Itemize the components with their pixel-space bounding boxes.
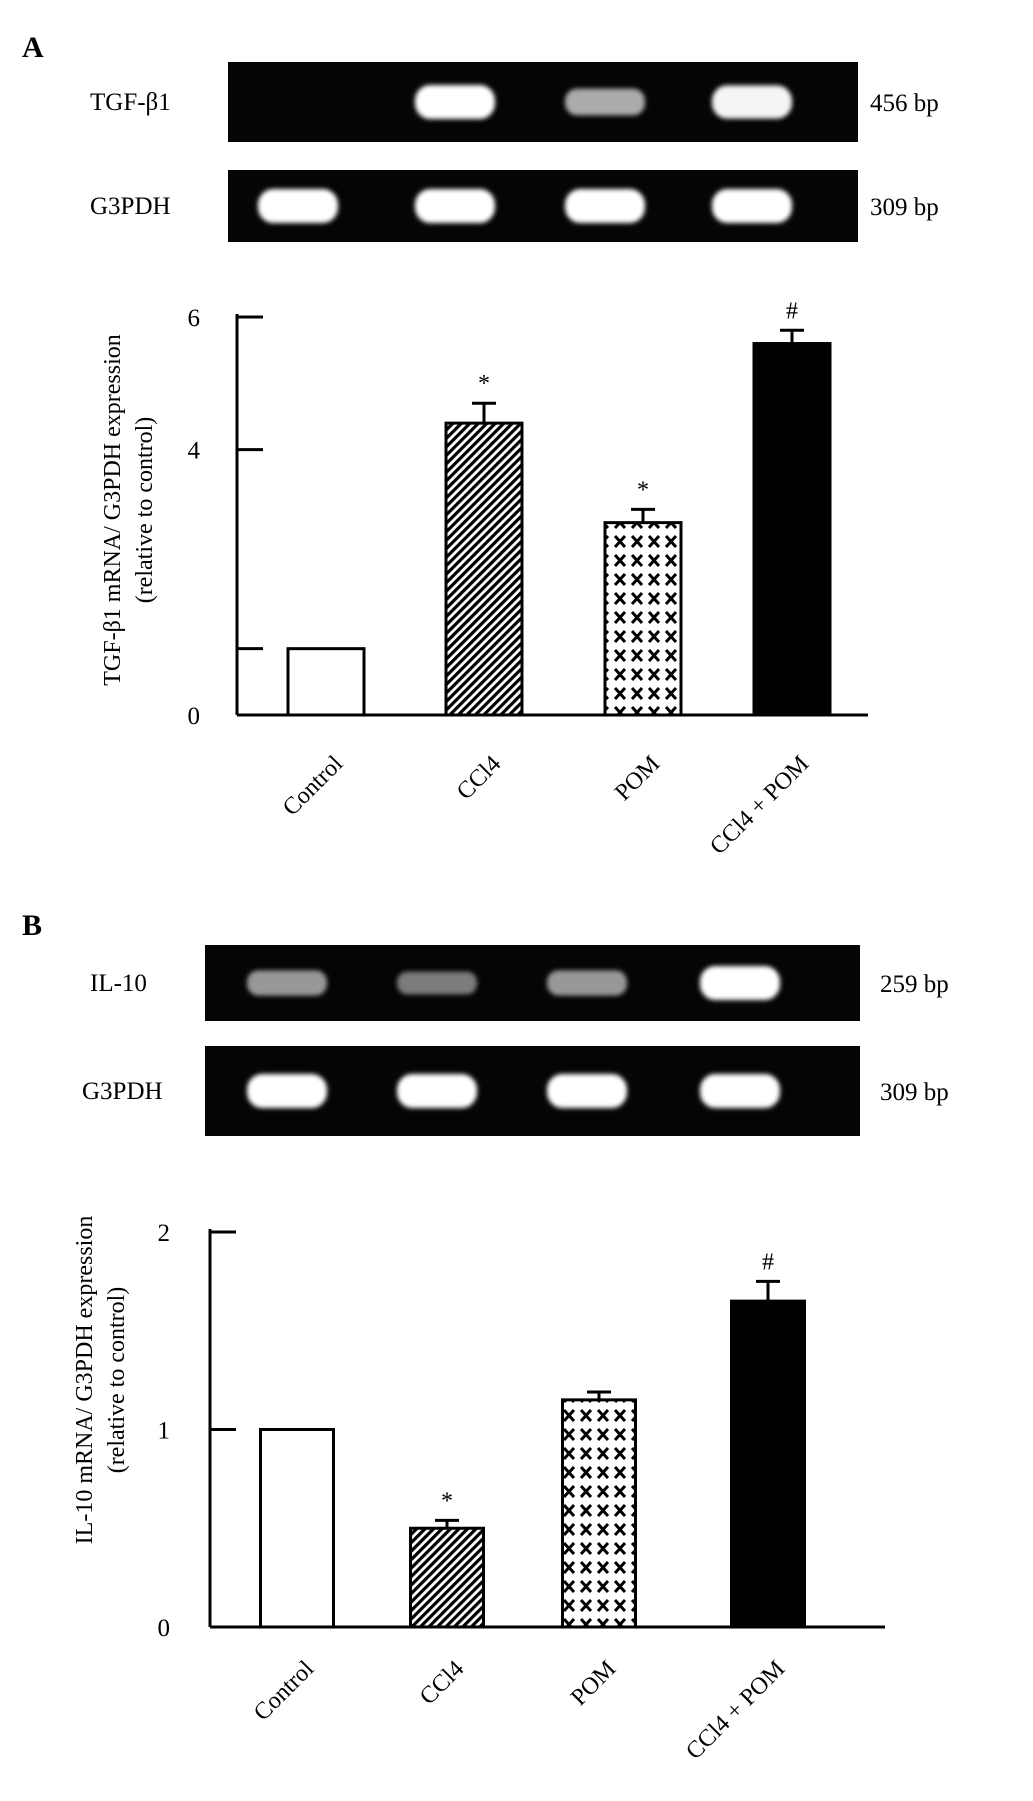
gel-band xyxy=(258,189,338,223)
category-label: CCl4 + POM xyxy=(705,751,814,860)
gel-band xyxy=(565,189,645,223)
gel-band xyxy=(565,88,645,116)
bar-3 xyxy=(603,521,683,717)
category-label: CCl4 xyxy=(415,1656,469,1710)
bar-1 xyxy=(259,1428,335,1629)
y-tick-label: 2 xyxy=(158,1220,171,1247)
gel-band xyxy=(397,1074,477,1108)
bar-3 xyxy=(561,1398,637,1629)
category-label: CCl4 + POM xyxy=(681,1656,790,1765)
significance-marker: # xyxy=(762,1249,774,1275)
category-label: POM xyxy=(610,751,665,806)
gel-band xyxy=(415,85,495,119)
gel-band xyxy=(415,189,495,223)
gel-band xyxy=(547,970,627,996)
gel-row-label: IL-10 xyxy=(90,970,147,997)
bar-2 xyxy=(444,421,524,717)
gel-band-size: 259 bp xyxy=(880,971,949,998)
gel-row-b-1: IL-10 259 bp xyxy=(90,945,949,1021)
y-tick-label: 1 xyxy=(158,1418,171,1445)
gel-band xyxy=(712,189,792,223)
y-tick-label: 0 xyxy=(188,703,201,730)
y-axis-title-line: (relative to control) xyxy=(104,1287,130,1474)
gel-row-label: G3PDH xyxy=(82,1078,163,1105)
gel-band-size: 309 bp xyxy=(880,1079,949,1106)
bar-4 xyxy=(752,342,832,717)
gel-band xyxy=(700,966,780,1000)
bar-2 xyxy=(409,1526,485,1629)
chart-a: 0 4 6 TGF-β1 mRNA/ G3PDH expression (relativ… xyxy=(100,298,868,860)
gel-band xyxy=(547,1074,627,1108)
gel-row-b-2: G3PDH 309 bp xyxy=(82,1046,949,1136)
significance-marker: # xyxy=(786,298,798,324)
gel-row-a-1: TGF-β1 456 bp xyxy=(90,62,939,142)
chart-b: 0 1 2 IL-10 mRNA/ G3PDH expression (relative… xyxy=(72,1216,885,1765)
y-axis-title: TGF-β1 mRNA/ G3PDH expression (relative t… xyxy=(100,334,158,686)
category-label: Control xyxy=(249,1656,319,1726)
y-axis-title-line: (relative to control) xyxy=(132,417,158,604)
gel-band-size: 309 bp xyxy=(870,194,939,221)
gel-band-size: 456 bp xyxy=(870,90,939,117)
category-label: CCl4 xyxy=(452,751,506,805)
y-tick-label: 0 xyxy=(158,1615,171,1642)
y-axis-title: IL-10 mRNA/ G3PDH expression (relative to… xyxy=(72,1216,130,1545)
bar-4 xyxy=(730,1299,806,1629)
gel-images: TGF-β1 456 bp G3PDH 309 bp IL-10 259 bp G3PDH 3… xyxy=(82,62,949,1136)
category-label: POM xyxy=(566,1656,621,1711)
gel-row-label: G3PDH xyxy=(90,193,171,220)
y-tick-label: 4 xyxy=(188,438,201,465)
gel-band xyxy=(247,1074,327,1108)
significance-marker: * xyxy=(637,477,649,503)
gel-band xyxy=(700,1074,780,1108)
panel-a-letter: A xyxy=(22,31,44,64)
gel-band xyxy=(247,970,327,996)
category-label: Control xyxy=(278,751,348,821)
gel-row-label: TGF-β1 xyxy=(90,89,171,116)
y-tick-label: 6 xyxy=(188,305,201,332)
gel-row-a-2: G3PDH 309 bp xyxy=(90,170,939,242)
panel-b-letter: B xyxy=(22,909,42,942)
gel-band xyxy=(397,971,477,995)
y-axis-title-line: TGF-β1 mRNA/ G3PDH expression xyxy=(100,334,126,686)
y-axis-title-line: IL-10 mRNA/ G3PDH expression xyxy=(72,1216,98,1545)
gel-band xyxy=(712,85,792,119)
significance-marker: * xyxy=(441,1488,453,1514)
significance-marker: * xyxy=(478,371,490,397)
bar-1 xyxy=(286,647,366,717)
